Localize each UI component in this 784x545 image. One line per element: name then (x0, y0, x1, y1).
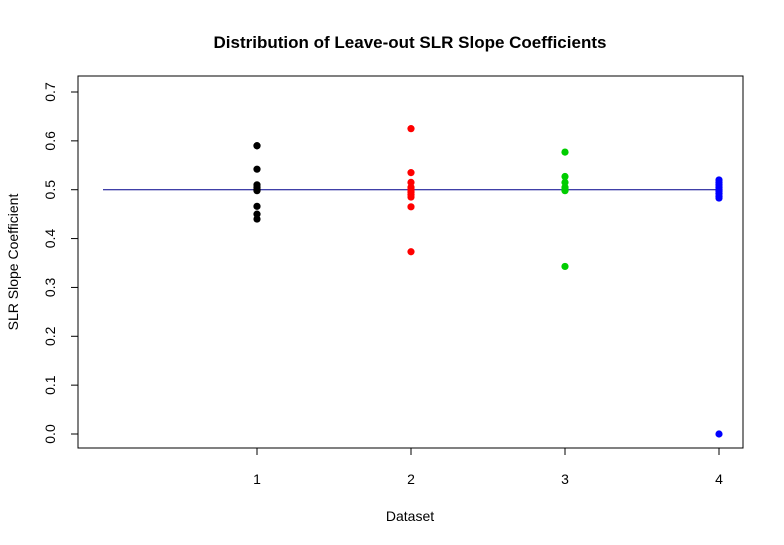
data-point (253, 202, 261, 210)
data-point (407, 193, 415, 201)
data-point (253, 142, 261, 150)
x-tick-label: 3 (561, 471, 569, 487)
x-tick-label: 1 (253, 471, 261, 487)
y-axis-label: SLR Slope Coefficient (5, 194, 21, 331)
data-point (253, 187, 261, 195)
data-point (561, 187, 569, 195)
y-tick-label: 0.6 (42, 131, 58, 151)
data-point (715, 430, 723, 438)
y-tick-label: 0.5 (42, 180, 58, 200)
data-points (253, 125, 723, 438)
y-tick-label: 0.7 (42, 82, 58, 102)
data-point (715, 194, 723, 202)
y-tick-label: 0.0 (42, 424, 58, 444)
x-axis: 1 2 3 4 (253, 447, 723, 487)
y-tick-label: 0.1 (42, 375, 58, 395)
x-tick-label: 4 (715, 471, 723, 487)
data-point (407, 248, 415, 256)
data-point (407, 203, 415, 211)
y-tick-label: 0.4 (42, 229, 58, 249)
y-tick-label: 0.2 (42, 326, 58, 346)
data-point (407, 169, 415, 177)
data-point (561, 148, 569, 156)
y-axis: 0.0 0.1 0.2 0.3 0.4 0.5 0.6 0.7 (42, 82, 79, 444)
chart-title: Distribution of Leave-out SLR Slope Coef… (214, 33, 607, 52)
x-axis-label: Dataset (386, 508, 434, 524)
data-point (561, 262, 569, 271)
y-tick-label: 0.3 (42, 277, 58, 297)
data-point (407, 125, 415, 133)
data-point (561, 172, 569, 181)
data-point (253, 215, 261, 223)
data-point (253, 165, 261, 173)
x-tick-label: 2 (407, 471, 415, 487)
